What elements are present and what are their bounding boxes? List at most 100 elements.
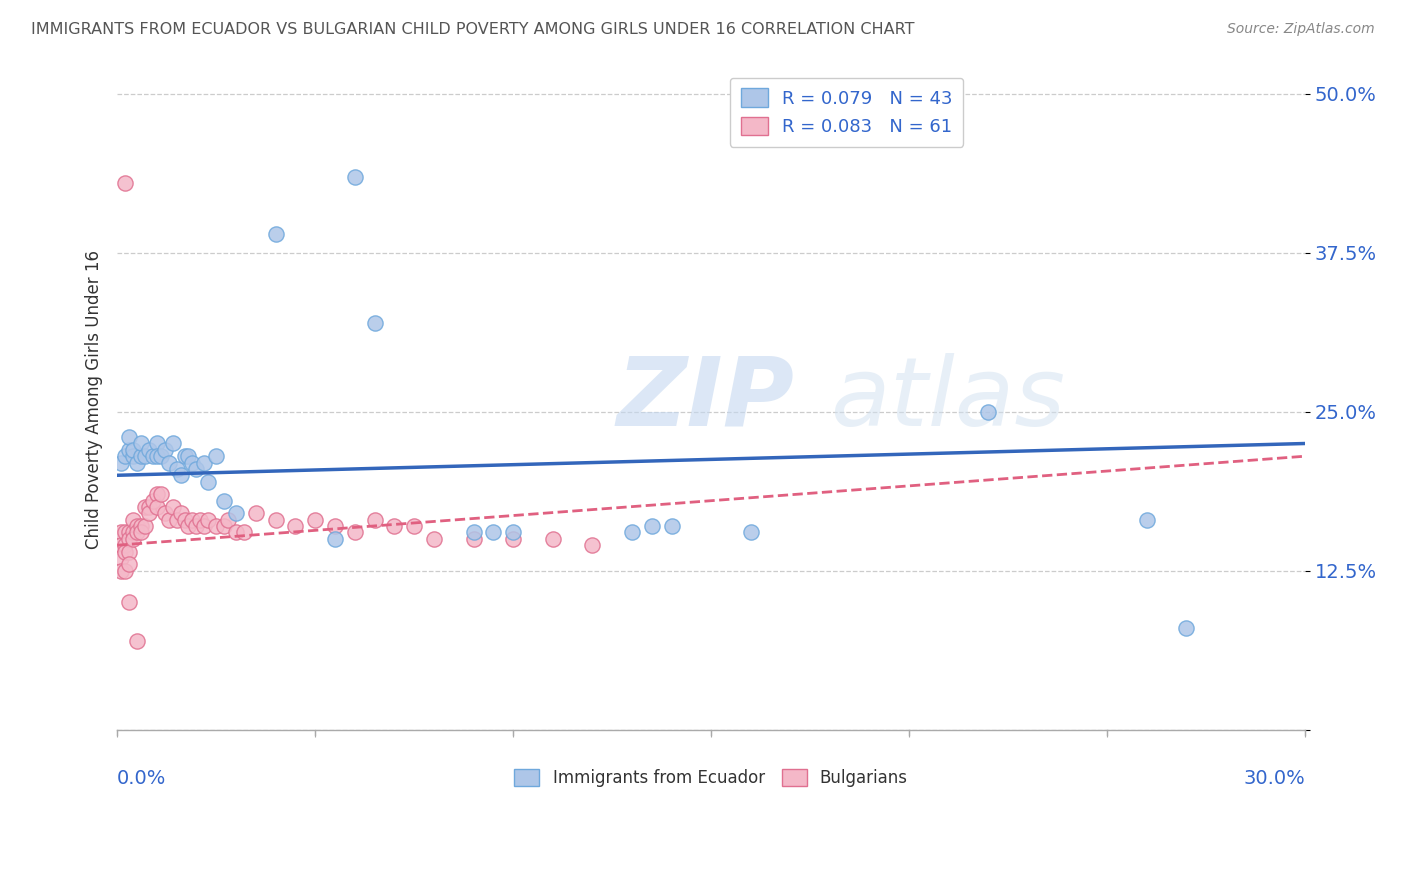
Bulgarians <box>541 532 564 546</box>
Bulgarians <box>114 544 136 558</box>
Immigrants from Ecuador <box>118 430 141 444</box>
Text: IMMIGRANTS FROM ECUADOR VS BULGARIAN CHILD POVERTY AMONG GIRLS UNDER 16 CORRELAT: IMMIGRANTS FROM ECUADOR VS BULGARIAN CHI… <box>31 22 914 37</box>
Immigrants from Ecuador <box>173 449 195 463</box>
Immigrants from Ecuador <box>125 456 148 470</box>
Bulgarians <box>125 519 148 533</box>
Bulgarians <box>177 519 200 533</box>
Bulgarians <box>264 513 287 527</box>
Immigrants from Ecuador <box>157 456 180 470</box>
Legend: Immigrants from Ecuador, Bulgarians: Immigrants from Ecuador, Bulgarians <box>508 763 914 794</box>
Immigrants from Ecuador <box>122 449 145 463</box>
Immigrants from Ecuador <box>212 493 235 508</box>
Bulgarians <box>502 532 524 546</box>
Immigrants from Ecuador <box>363 316 385 330</box>
Bulgarians <box>382 519 405 533</box>
Bulgarians <box>122 513 145 527</box>
Immigrants from Ecuador <box>114 449 136 463</box>
Bulgarians <box>110 564 132 578</box>
Immigrants from Ecuador <box>153 442 176 457</box>
Immigrants from Ecuador <box>134 449 156 463</box>
Immigrants from Ecuador <box>146 449 169 463</box>
Immigrants from Ecuador <box>118 442 141 457</box>
Bulgarians <box>166 513 188 527</box>
Bulgarians <box>118 558 141 572</box>
Bulgarians <box>138 507 160 521</box>
Immigrants from Ecuador <box>740 525 762 540</box>
Bulgarians <box>153 507 176 521</box>
Immigrants from Ecuador <box>122 442 145 457</box>
Bulgarians <box>110 538 132 552</box>
Immigrants from Ecuador <box>1175 621 1198 635</box>
Bulgarians <box>188 513 211 527</box>
Immigrants from Ecuador <box>661 519 683 533</box>
Bulgarians <box>232 525 254 540</box>
Bulgarians <box>110 525 132 540</box>
Bulgarians <box>129 519 152 533</box>
Bulgarians <box>157 513 180 527</box>
Immigrants from Ecuador <box>205 449 228 463</box>
Bulgarians <box>114 538 136 552</box>
Immigrants from Ecuador <box>177 449 200 463</box>
Immigrants from Ecuador <box>1136 513 1159 527</box>
Immigrants from Ecuador <box>146 436 169 450</box>
Immigrants from Ecuador <box>323 532 346 546</box>
Bulgarians <box>125 525 148 540</box>
Bulgarians <box>363 513 385 527</box>
Bulgarians <box>114 176 136 190</box>
Y-axis label: Child Poverty Among Girls Under 16: Child Poverty Among Girls Under 16 <box>86 250 103 549</box>
Immigrants from Ecuador <box>343 169 366 184</box>
Text: atlas: atlas <box>830 352 1064 445</box>
Immigrants from Ecuador <box>641 519 664 533</box>
Bulgarians <box>146 487 169 501</box>
Bulgarians <box>162 500 184 514</box>
Bulgarians <box>110 550 132 565</box>
Bulgarians <box>118 544 141 558</box>
Immigrants from Ecuador <box>977 405 1000 419</box>
Immigrants from Ecuador <box>162 436 184 450</box>
Text: 0.0%: 0.0% <box>117 769 166 789</box>
Bulgarians <box>138 500 160 514</box>
Bulgarians <box>323 519 346 533</box>
Immigrants from Ecuador <box>620 525 643 540</box>
Bulgarians <box>134 519 156 533</box>
Bulgarians <box>118 532 141 546</box>
Bulgarians <box>193 519 215 533</box>
Bulgarians <box>134 500 156 514</box>
Bulgarians <box>118 525 141 540</box>
Bulgarians <box>173 513 195 527</box>
Bulgarians <box>245 507 267 521</box>
Immigrants from Ecuador <box>186 462 208 476</box>
Immigrants from Ecuador <box>166 462 188 476</box>
Text: ZIP: ZIP <box>616 352 794 445</box>
Bulgarians <box>149 487 172 501</box>
Bulgarians <box>114 564 136 578</box>
Bulgarians <box>122 532 145 546</box>
Bulgarians <box>581 538 603 552</box>
Bulgarians <box>343 525 366 540</box>
Bulgarians <box>284 519 307 533</box>
Immigrants from Ecuador <box>193 456 215 470</box>
Immigrants from Ecuador <box>129 449 152 463</box>
Bulgarians <box>142 493 165 508</box>
Bulgarians <box>197 513 219 527</box>
Immigrants from Ecuador <box>502 525 524 540</box>
Immigrants from Ecuador <box>463 525 485 540</box>
Bulgarians <box>125 633 148 648</box>
Bulgarians <box>212 519 235 533</box>
Bulgarians <box>169 507 191 521</box>
Bulgarians <box>423 532 446 546</box>
Bulgarians <box>114 525 136 540</box>
Immigrants from Ecuador <box>264 227 287 241</box>
Text: Source: ZipAtlas.com: Source: ZipAtlas.com <box>1227 22 1375 37</box>
Bulgarians <box>129 525 152 540</box>
Immigrants from Ecuador <box>181 456 204 470</box>
Bulgarians <box>225 525 247 540</box>
Bulgarians <box>146 500 169 514</box>
Bulgarians <box>122 525 145 540</box>
Immigrants from Ecuador <box>197 475 219 489</box>
Bulgarians <box>205 519 228 533</box>
Immigrants from Ecuador <box>482 525 505 540</box>
Bulgarians <box>186 519 208 533</box>
Text: 30.0%: 30.0% <box>1243 769 1305 789</box>
Bulgarians <box>404 519 426 533</box>
